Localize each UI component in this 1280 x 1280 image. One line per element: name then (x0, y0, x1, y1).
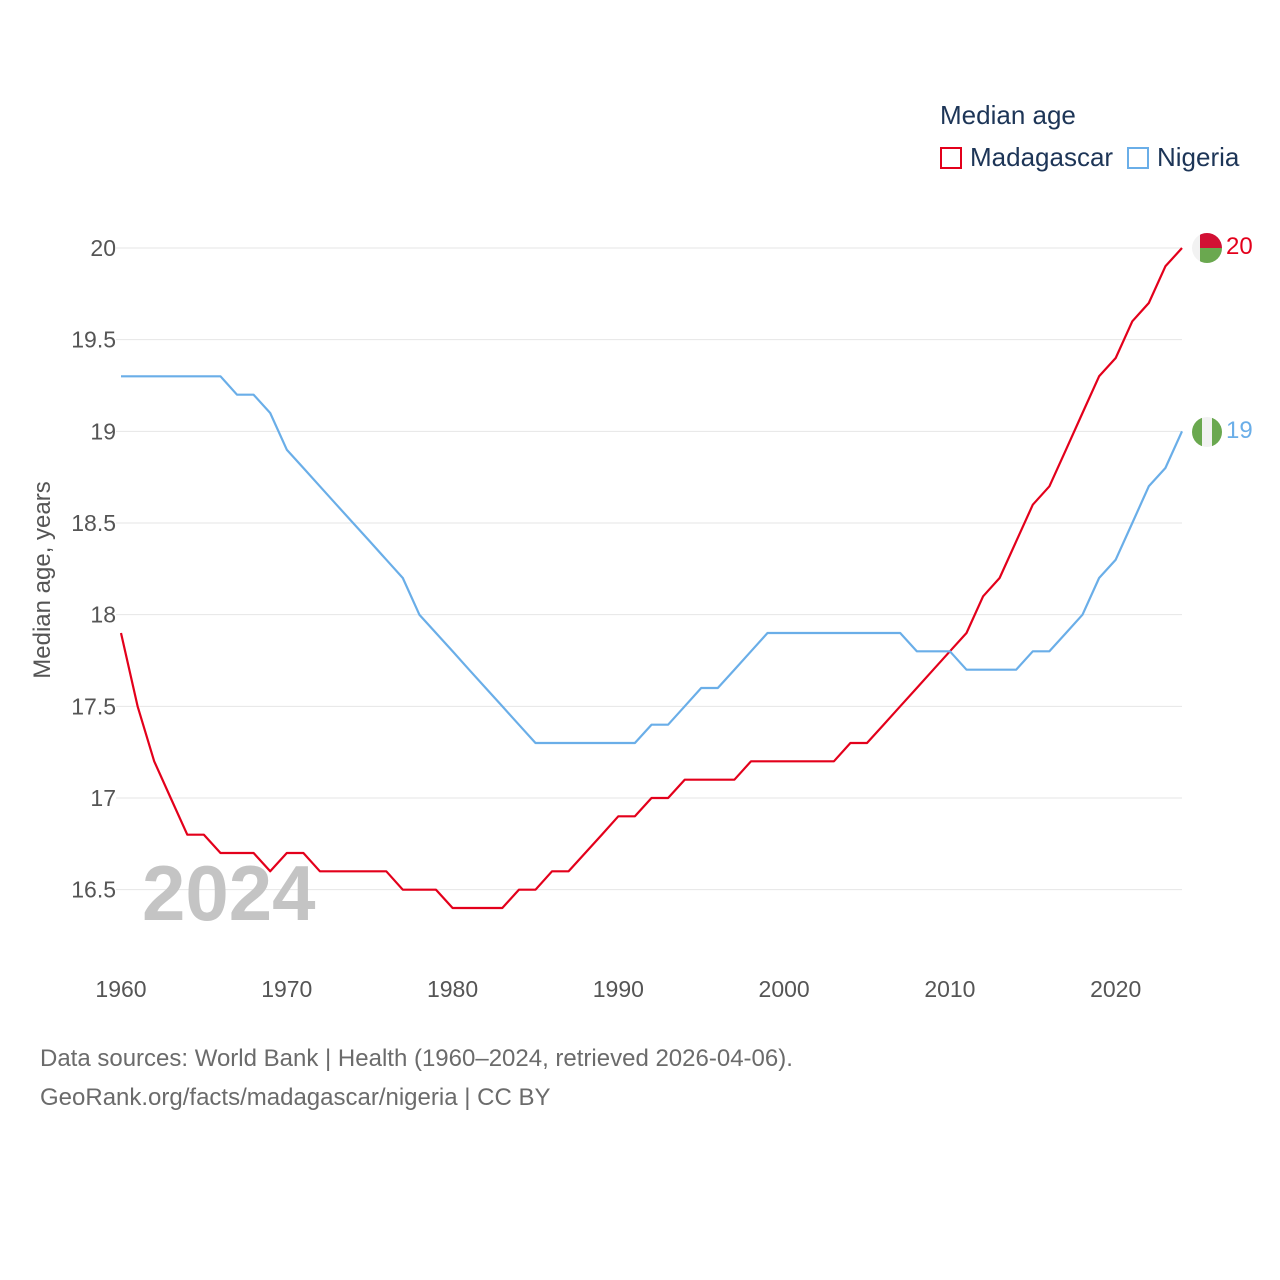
x-tick-label: 1980 (427, 976, 478, 1002)
nigeria-flag-icon (1192, 417, 1222, 447)
y-tick-label: 17.5 (71, 693, 116, 719)
legend-label-nigeria: Nigeria (1157, 142, 1240, 172)
y-tick-label: 19 (90, 418, 116, 444)
y-tick-label: 19.5 (71, 327, 116, 353)
series-lines (119, 247, 1184, 910)
legend-item-nigeria[interactable]: Nigeria (1127, 142, 1239, 173)
series-line-madagascar (119, 247, 1183, 910)
x-tick-label: 2020 (1090, 976, 1141, 1002)
y-tick-label: 20 (90, 235, 116, 261)
x-tick-label: 1990 (593, 976, 644, 1002)
source-line: Data sources: World Bank | Health (1960–… (40, 1045, 793, 1072)
legend-label-madagascar: Madagascar (970, 142, 1114, 172)
legend-item-madagascar[interactable]: Madagascar (940, 142, 1113, 173)
nigeria-end-label: 19 (1226, 417, 1253, 444)
legend-swatch-nigeria (1127, 146, 1149, 169)
gridlines (116, 247, 1182, 891)
series-line-nigeria (121, 375, 1184, 745)
y-tick-label: 18 (90, 602, 116, 628)
y-axis-title: Median age, years (29, 481, 56, 678)
y-tick-label: 16.5 (71, 877, 116, 903)
attribution-link[interactable]: GeoRank.org/facts/madagascar/nigeria | C… (40, 1084, 551, 1111)
year-overlay: 2024 (142, 849, 316, 937)
y-tick-label: 17 (90, 785, 116, 811)
x-tick-label: 2010 (924, 976, 975, 1002)
x-tick-label: 1960 (95, 976, 146, 1002)
madagascar-end-label: 20 (1226, 233, 1253, 260)
legend-swatch-madagascar (940, 146, 962, 169)
x-tick-label: 2000 (759, 976, 810, 1002)
madagascar-flag-icon (1192, 233, 1222, 263)
x-axis-ticks: 1960 1970 1980 1990 2000 2010 2020 (95, 976, 1141, 1002)
y-axis-ticks: 16.5 17 17.5 18 18.5 19 19.5 20 (71, 235, 116, 903)
y-tick-label: 18.5 (71, 510, 116, 536)
legend-title: Median age (940, 100, 1076, 130)
x-tick-label: 1970 (261, 976, 312, 1002)
